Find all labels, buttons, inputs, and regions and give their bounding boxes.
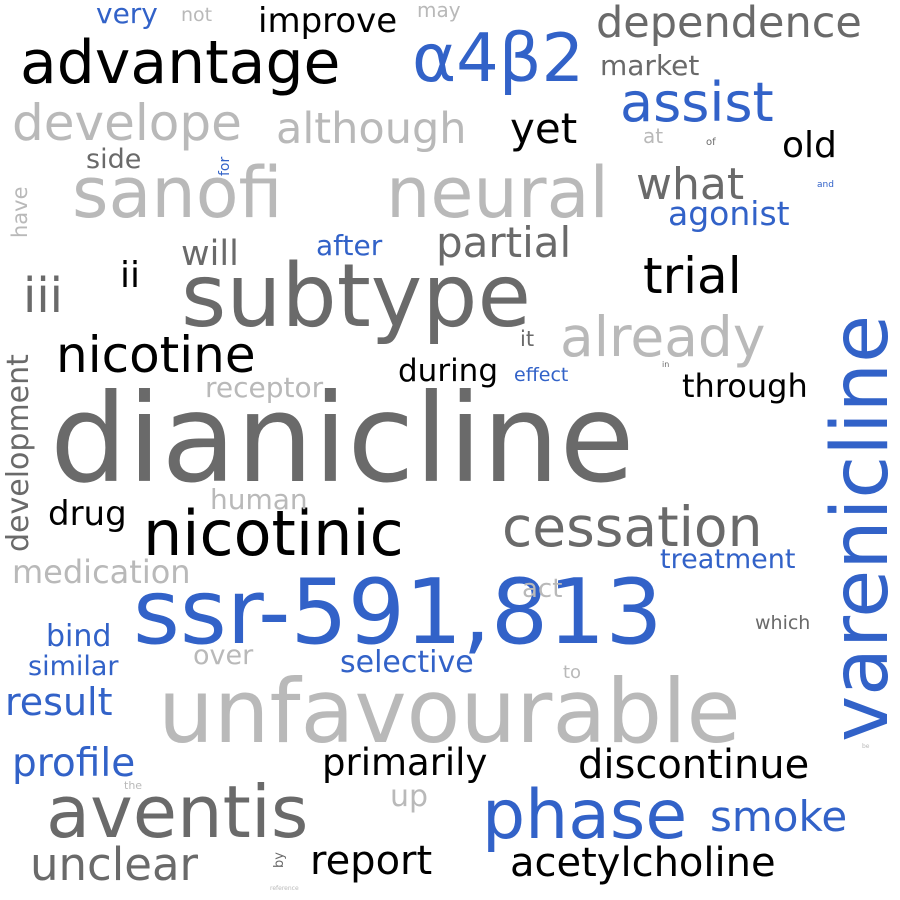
word-of: of <box>706 137 716 148</box>
word-in: in <box>662 360 670 369</box>
word-result: result <box>5 680 113 724</box>
word-by: by <box>272 852 287 868</box>
word-market: market <box>600 49 700 82</box>
word-ii: ii <box>120 255 141 296</box>
word-and: and <box>817 180 834 190</box>
word-cessation: cessation <box>502 495 763 559</box>
word-partial: partial <box>436 218 572 267</box>
word-develope: develope <box>12 94 242 152</box>
word-after: after <box>316 229 383 262</box>
word-agonist: agonist <box>668 194 790 233</box>
word-development: development <box>1 354 36 552</box>
word-not: not <box>181 4 213 26</box>
word-aventis: aventis <box>46 770 309 854</box>
word-yet: yet <box>510 104 578 153</box>
word-the: the <box>124 779 143 792</box>
word-act: act <box>522 574 563 604</box>
word-dianicline: dianicline <box>50 368 635 510</box>
word-phase: phase <box>482 776 688 855</box>
word-discontinue: discontinue <box>578 742 810 788</box>
word-what: what <box>636 159 745 210</box>
word-sanofi: sanofi <box>72 152 283 234</box>
word-unfavourable: unfavourable <box>158 660 741 763</box>
word-to: to <box>563 662 582 683</box>
word-very: very <box>96 0 158 30</box>
word-nicotinic: nicotinic <box>143 497 404 570</box>
word-it: it <box>520 327 535 351</box>
word-dependence: dependence <box>596 0 862 48</box>
word-similar: similar <box>28 651 119 682</box>
word-alpha4beta2: α4β2 <box>412 19 585 97</box>
word-have: have <box>8 186 32 238</box>
word-primarily: primarily <box>322 741 488 784</box>
word-drug: drug <box>48 494 127 534</box>
word-selective: selective <box>340 645 474 680</box>
word-receptor: receptor <box>205 371 324 404</box>
word-report: report <box>310 838 433 884</box>
word-will: will <box>181 234 239 274</box>
word-neural: neural <box>386 152 609 234</box>
word-at: at <box>643 124 664 148</box>
word-varenicline: varenicline <box>816 314 900 742</box>
word-ssr-591-813: ssr-591,813 <box>133 560 663 665</box>
word-medication: medication <box>12 553 191 591</box>
word-bind: bind <box>46 619 112 654</box>
word-profile: profile <box>12 741 136 786</box>
word-nicotine: nicotine <box>56 326 256 384</box>
word-iii: iii <box>23 268 64 324</box>
word-side: side <box>86 144 142 175</box>
word-advantage: advantage <box>20 28 341 98</box>
word-over: over <box>193 640 254 671</box>
word-unclear: unclear <box>30 838 199 891</box>
word-during: during <box>398 353 499 389</box>
word-subtype: subtype <box>181 245 532 347</box>
word-smoke: smoke <box>710 792 848 841</box>
word-reference: reference <box>270 885 299 892</box>
word-although: although <box>276 104 467 154</box>
word-already: already <box>560 305 766 369</box>
word-may: may <box>417 0 461 22</box>
word-old: old <box>782 125 837 166</box>
word-assist: assist <box>620 71 774 134</box>
word-trial: trial <box>643 247 742 305</box>
word-treatment: treatment <box>660 544 796 575</box>
word-acetylcholine: acetylcholine <box>510 840 776 886</box>
word-for: for <box>217 156 233 176</box>
word-through: through <box>682 367 808 405</box>
word-improve: improve <box>258 1 398 41</box>
word-up: up <box>390 779 429 814</box>
word-which: which <box>755 612 811 634</box>
word-effect: effect <box>514 364 569 386</box>
word-human: human <box>210 483 308 516</box>
word-be: be <box>862 743 870 750</box>
